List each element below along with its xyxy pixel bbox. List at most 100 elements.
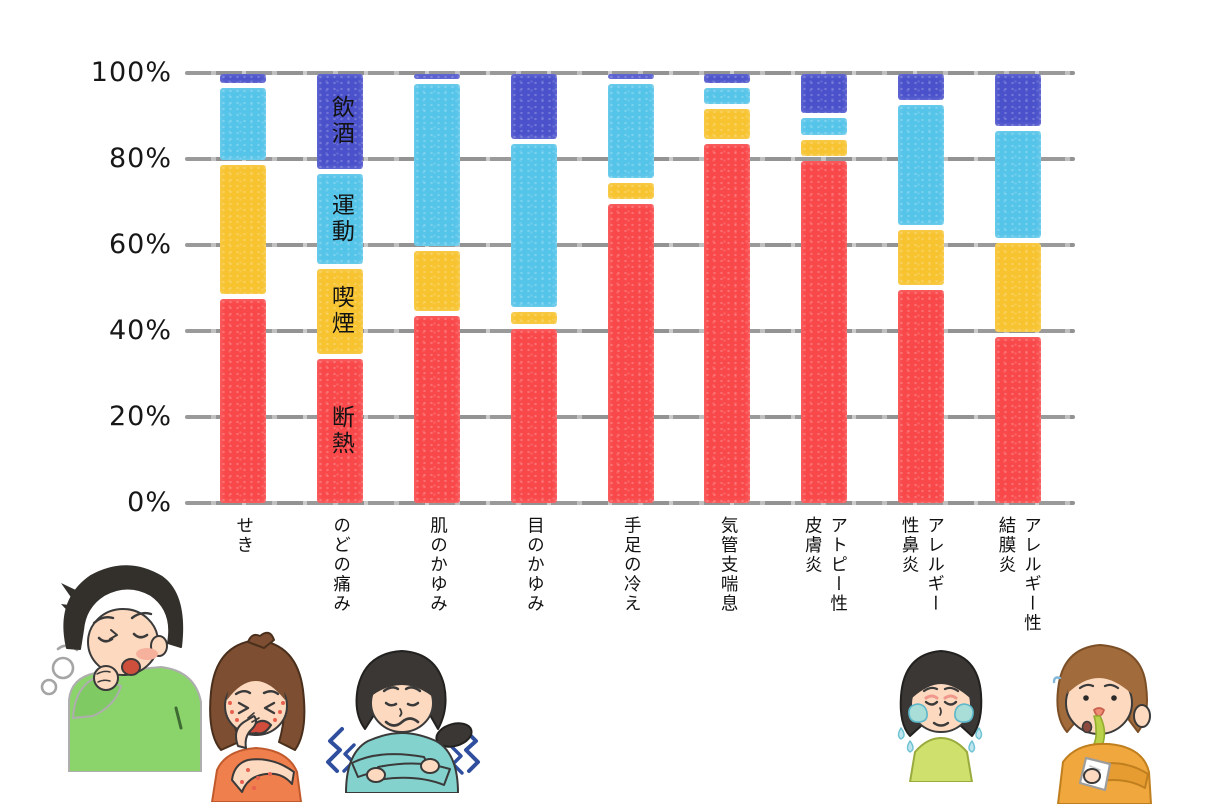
bar-segment xyxy=(898,290,945,503)
category-label: せき xyxy=(233,516,254,555)
bar-segment xyxy=(801,74,848,113)
bar-segment xyxy=(607,182,654,199)
bar-segment xyxy=(995,337,1041,503)
closed-eye xyxy=(132,632,149,639)
rash-dots xyxy=(228,701,285,722)
open-mouth xyxy=(121,658,141,676)
y-axis-tick: 0% xyxy=(127,487,172,518)
stacked-bar xyxy=(801,73,848,503)
tear-drop-icon xyxy=(897,727,905,740)
hand xyxy=(1083,768,1101,784)
hand xyxy=(366,767,386,783)
stacked-bar xyxy=(413,73,460,503)
bar-segment xyxy=(413,251,460,311)
bar-segment xyxy=(704,87,751,105)
ponytail xyxy=(435,722,473,748)
bar-segment xyxy=(220,165,266,294)
red-nose xyxy=(1093,707,1105,717)
series-label: 運動 xyxy=(327,192,354,245)
bar-segment xyxy=(220,74,266,83)
shiver-zigzag-icon xyxy=(462,727,480,773)
bar-segment xyxy=(995,242,1041,333)
sad-mouth xyxy=(932,721,950,727)
bar-segment xyxy=(898,229,945,285)
arm-across xyxy=(231,758,295,793)
tear-drop-icon xyxy=(906,740,914,753)
bar-segment xyxy=(413,74,460,79)
category-label: アレルギー 性鼻炎 xyxy=(899,516,945,614)
cough-puff-icon xyxy=(51,656,75,680)
shiver-zigzag-icon xyxy=(326,727,344,773)
series-label: 飲酒 xyxy=(327,95,354,148)
stacked-bar xyxy=(704,73,751,503)
itchy-skin-girl-illustration xyxy=(209,631,306,802)
scrunched-eye xyxy=(263,701,276,715)
bar-segment xyxy=(607,74,654,79)
bar-segment xyxy=(995,130,1041,238)
category-label: アトピー性 皮膚炎 xyxy=(802,516,848,614)
series-label: 断熱 xyxy=(327,404,354,457)
black-hair xyxy=(63,565,184,650)
rash-dots xyxy=(240,768,272,790)
plot-area: 断熱 喫煙 運動 飲酒 xyxy=(185,71,1075,505)
bar-segment xyxy=(995,74,1041,126)
category-label: 気管支喘息 xyxy=(718,516,739,614)
y-axis: 100% 80% 60% 40% 20% 0% xyxy=(0,0,176,805)
y-axis-tick: 80% xyxy=(108,143,172,174)
scrunched-eye xyxy=(237,701,250,715)
gridline xyxy=(185,71,1075,75)
bar-segment: 喫煙 xyxy=(316,268,363,354)
worried-eye xyxy=(406,701,420,707)
runny-nose-boy-illustration xyxy=(1052,644,1152,804)
bar-segment xyxy=(898,105,945,225)
bar-segment xyxy=(413,83,460,247)
x-axis-category-labels: せき のどの痛み 肌のかゆみ 目のかゆみ 手足の冷え 気管支喘息 アトピー性 皮膚炎 アレルギ… xyxy=(185,516,1075,691)
cough-puff-icon xyxy=(40,678,58,696)
open-mouth xyxy=(1081,720,1093,734)
bar-segment xyxy=(801,139,848,156)
bar-segment xyxy=(704,143,751,503)
stacked-bar xyxy=(898,73,945,503)
worried-eye xyxy=(384,701,398,707)
fist xyxy=(93,665,119,691)
y-axis-tick: 20% xyxy=(108,401,172,432)
eye xyxy=(1083,695,1089,701)
tear-puddle-icon xyxy=(954,703,974,723)
stacked-bar xyxy=(220,73,266,503)
eye xyxy=(1111,695,1117,701)
bar-segment: 飲酒 xyxy=(316,74,363,169)
closed-teary-eye xyxy=(924,700,939,706)
shiver-zigzag-icon xyxy=(450,745,464,775)
tear-puddle-icon xyxy=(908,703,928,723)
bar-segment xyxy=(220,87,266,161)
bar-segment xyxy=(704,109,751,139)
category-label: 手足の冷え xyxy=(621,516,642,614)
tear-drop-icon xyxy=(968,740,976,753)
stacked-bar: 断熱 喫煙 運動 飲酒 xyxy=(316,73,363,503)
crying-allergy-girl-illustration xyxy=(897,650,983,782)
hand xyxy=(420,758,440,774)
category-label: アレルギー性 結膜炎 xyxy=(996,516,1042,633)
tear-drop-icon xyxy=(975,727,983,740)
shivering-woman-illustration xyxy=(326,650,480,793)
bar-segment xyxy=(413,315,460,503)
wavy-mouth xyxy=(384,717,420,727)
y-axis-tick: 40% xyxy=(108,315,172,346)
bar-segment xyxy=(704,74,751,83)
scratching-hand xyxy=(235,715,258,749)
yellow-green-shirt xyxy=(909,737,973,782)
closed-teary-eye xyxy=(943,700,958,706)
bar-segment xyxy=(607,204,654,503)
bar-segment xyxy=(510,74,557,139)
y-axis-tick: 100% xyxy=(90,57,172,88)
bar-segment xyxy=(510,311,557,324)
bar-segment xyxy=(510,328,557,503)
bar-segment xyxy=(898,74,945,101)
bar-segment: 運動 xyxy=(316,173,363,264)
series-label: 喫煙 xyxy=(327,285,354,338)
y-axis-tick: 60% xyxy=(108,229,172,260)
stacked-bar xyxy=(995,73,1041,503)
category-label: のどの痛み xyxy=(330,516,351,614)
bar-segment xyxy=(607,83,654,178)
